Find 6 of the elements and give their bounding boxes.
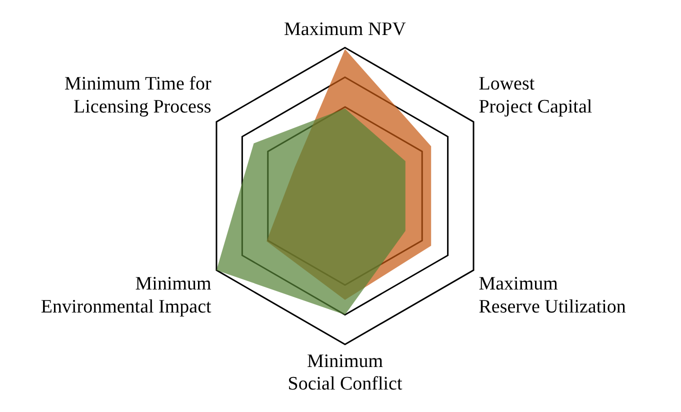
spoke-label: Minimum Environmental Impact — [40, 274, 212, 318]
spoke-label: Minimum Time for Licensing Process — [64, 74, 212, 118]
spoke-label: Maximum Reserve Utilization — [478, 274, 626, 318]
spoke-label: Maximum NPV — [284, 19, 406, 40]
spoke-label: Lowest Project Capital — [478, 74, 592, 118]
spoke-label: Minimum Social Conflict — [288, 350, 403, 395]
